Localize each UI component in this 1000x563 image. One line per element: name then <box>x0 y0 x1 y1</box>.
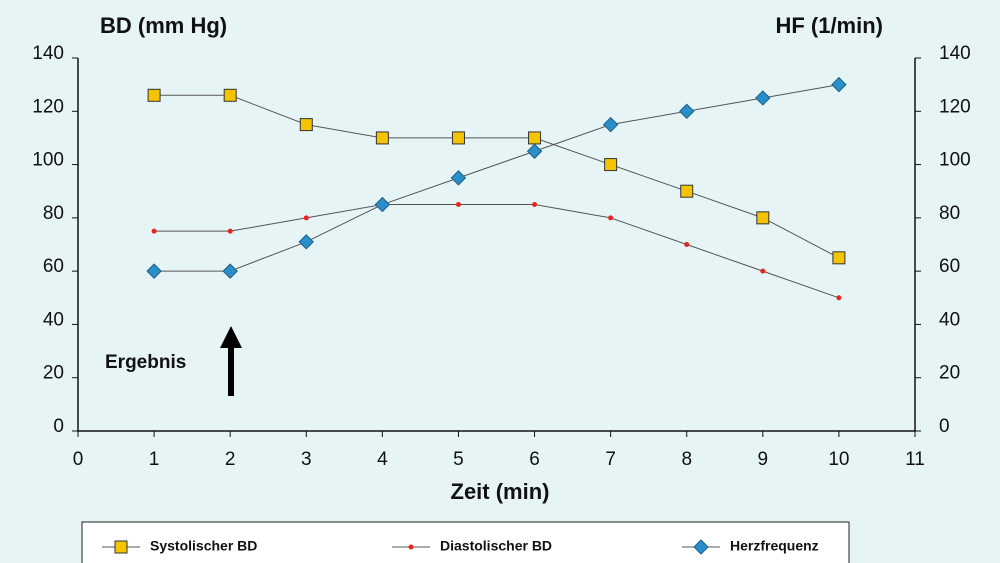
data-point <box>602 116 619 133</box>
annotation: Ergebnis <box>105 352 186 373</box>
y-tick-label: 0 <box>53 416 64 437</box>
data-point <box>298 234 314 250</box>
data-point <box>375 131 389 145</box>
y-tick-label: 80 <box>43 203 64 224</box>
data-point <box>374 196 391 213</box>
series-line <box>154 204 840 299</box>
y-tick-label: 140 <box>32 43 64 64</box>
data-point <box>147 88 161 102</box>
legend-marker <box>408 544 414 550</box>
x-tick-label: 5 <box>453 449 464 470</box>
data-point <box>680 184 694 198</box>
data-point <box>755 90 771 106</box>
y-tick-label: 20 <box>43 363 64 384</box>
y-tick-label: 120 <box>32 96 64 117</box>
series-line <box>154 84 839 272</box>
data-point <box>532 202 538 208</box>
y-tick-label: 40 <box>43 309 64 330</box>
data-point <box>831 76 847 93</box>
data-point <box>836 295 842 301</box>
legend-label: Systolischer BD <box>150 538 257 554</box>
data-point <box>760 268 766 274</box>
legend-box <box>81 521 850 563</box>
y-axis-title: BD (mm Hg) <box>100 13 227 38</box>
data-point <box>303 215 309 221</box>
y2-tick-label: 100 <box>939 150 971 171</box>
data-point <box>450 170 467 186</box>
x-tick-label: 0 <box>73 449 84 470</box>
y2-tick-label: 0 <box>939 416 950 437</box>
legend-marker <box>114 540 128 554</box>
x-tick-label: 4 <box>377 449 388 470</box>
y-tick-label: 60 <box>43 256 64 277</box>
data-point <box>608 215 614 221</box>
y2-tick-label: 140 <box>939 43 971 64</box>
x-tick-label: 9 <box>758 449 769 470</box>
x-tick-label: 1 <box>149 449 160 470</box>
data-point <box>684 242 690 247</box>
data-point <box>832 251 846 265</box>
x-tick-label: 11 <box>905 449 925 470</box>
y2-axis-title: HF (1/min) <box>775 13 883 38</box>
x-tick-label: 3 <box>301 449 312 470</box>
data-point <box>526 143 543 159</box>
series-line <box>154 94 840 259</box>
data-point <box>151 228 157 234</box>
x-tick-label: 7 <box>605 449 616 470</box>
y-tick-label: 100 <box>32 150 64 171</box>
x-tick-label: 10 <box>828 449 849 470</box>
data-point <box>451 131 465 145</box>
x-tick-label: 2 <box>225 449 236 470</box>
y2-tick-label: 40 <box>939 309 960 330</box>
legend-label: Diastolischer BD <box>440 538 552 554</box>
y2-tick-label: 80 <box>939 203 960 224</box>
data-point <box>455 202 461 208</box>
data-point <box>604 158 618 172</box>
data-point <box>679 103 695 119</box>
x-axis-title: Zeit (min) <box>451 479 550 504</box>
data-point <box>756 211 770 225</box>
x-tick-label: 8 <box>681 449 692 470</box>
data-point <box>227 228 233 234</box>
y2-tick-label: 120 <box>939 96 971 117</box>
data-point <box>222 263 238 279</box>
data-point <box>223 88 237 102</box>
data-point <box>528 131 542 145</box>
y2-tick-label: 60 <box>939 256 960 277</box>
x-tick-label: 6 <box>529 449 540 470</box>
legend-label: Herzfrequenz <box>730 538 819 554</box>
y2-tick-label: 20 <box>939 363 960 384</box>
arrow-head <box>220 326 242 348</box>
data-point <box>299 118 313 132</box>
data-point <box>146 263 162 279</box>
legend-marker <box>693 539 709 555</box>
